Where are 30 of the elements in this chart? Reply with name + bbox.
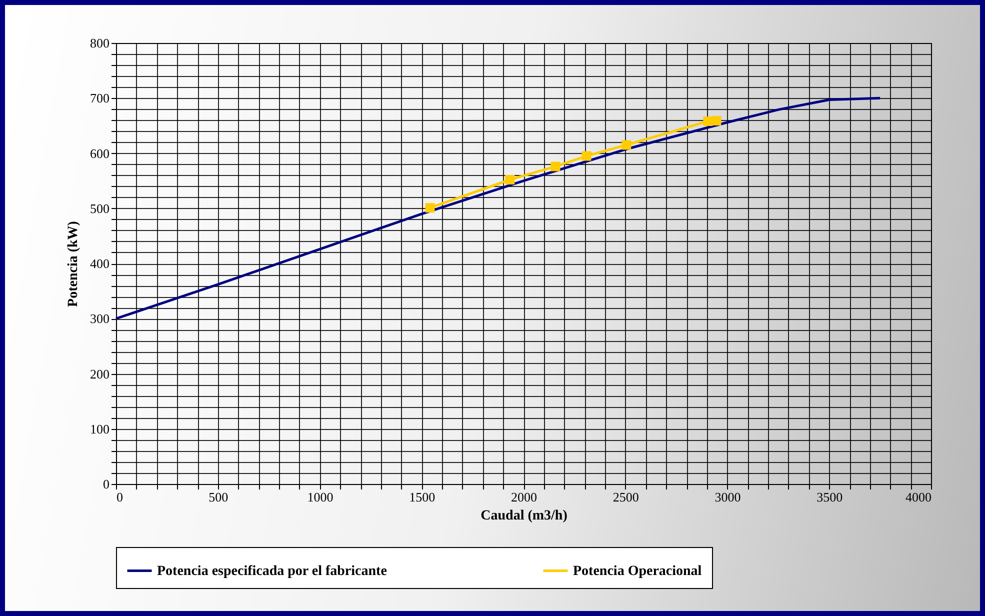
y-tick-label: 500: [90, 200, 110, 216]
y-tick-label: 400: [90, 256, 110, 271]
y-axis-title: Potencia (kW): [66, 220, 81, 307]
y-tick-label: 200: [90, 366, 110, 382]
legend-label: Potencia especificada por el fabricante: [157, 564, 387, 579]
point: [712, 116, 722, 126]
x-tick-label: 1500: [409, 490, 436, 504]
y-tick-label: 300: [90, 311, 110, 326]
x-tick-label: 1000: [307, 490, 334, 504]
x-tick-label: 500: [208, 490, 228, 504]
legend-label: Potencia Operacional: [573, 564, 702, 579]
point: [550, 162, 560, 172]
x-tick-label: 3000: [714, 490, 741, 504]
x-axis-title: Caudal (m3/h): [480, 508, 568, 524]
x-tick-label: 4000: [906, 490, 932, 504]
x-tick-label: 3500: [816, 490, 843, 504]
point: [622, 140, 632, 150]
x-tick-label: 2000: [511, 490, 537, 504]
line-series: [114, 96, 882, 320]
y-tick-label: 100: [90, 421, 110, 436]
x-tick-label: 0: [116, 490, 123, 504]
y-tick-label: 800: [90, 36, 110, 50]
point: [582, 151, 592, 161]
y-tick-label: 700: [90, 90, 110, 106]
y-tick-label: 600: [90, 146, 110, 161]
x-tick-label: 2500: [612, 490, 639, 504]
point: [505, 174, 515, 184]
point: [703, 116, 713, 126]
y-tick-label: 0: [103, 476, 110, 492]
point: [425, 203, 435, 213]
